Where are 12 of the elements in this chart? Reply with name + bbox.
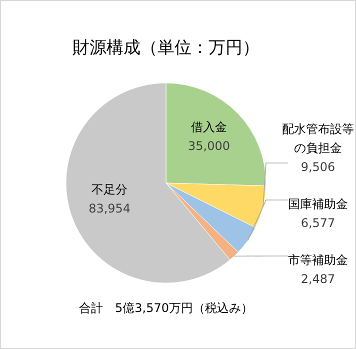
slice-label: 不足分 — [92, 182, 128, 196]
data-label: 2,487 — [300, 272, 336, 286]
slice-label: 借入金 — [191, 120, 228, 134]
text: 合計 5億3,570万円（税込み） — [79, 301, 253, 315]
data-label: 6,577 — [300, 216, 336, 230]
data-label: 35,000 — [188, 139, 230, 154]
slice-label: 配水管布設等の負担金 — [282, 122, 354, 155]
data-label: 9,506 — [300, 160, 336, 174]
slice-label: 国庫補助金 — [288, 197, 348, 211]
data-label: 83,954 — [88, 201, 131, 216]
slice-label: 市等補助金 — [288, 253, 348, 267]
chart-title: 財源構成（単位：万円） — [72, 38, 260, 58]
